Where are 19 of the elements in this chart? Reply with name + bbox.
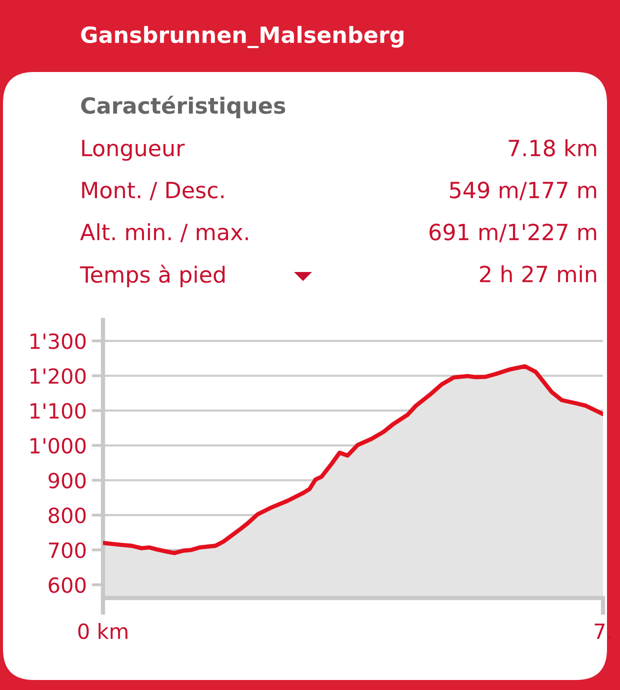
x-tick-label: 0 km	[78, 623, 128, 640]
text: Alt. min. / max.	[80, 223, 248, 242]
text: Longueur	[82, 140, 185, 161]
y-tick-label: 1'200	[30, 368, 86, 384]
y-tick-label: 700	[48, 542, 86, 558]
y-tick-label: 600	[48, 577, 86, 593]
text: 549 m/177 m	[450, 182, 596, 200]
text: Temps à pied	[80, 264, 225, 288]
y-tick-label: 900	[48, 472, 86, 488]
text: 691 m/1'227 m	[430, 224, 596, 242]
chart-subtitle: Caractéristiques	[81, 96, 286, 118]
text: 7.18 km	[508, 139, 596, 156]
y-tick-label: 1'100	[30, 403, 86, 419]
y-tick-label: 1'300	[30, 333, 86, 350]
text: Mont. / Desc.	[82, 182, 224, 200]
y-tick-label: 800	[48, 508, 86, 524]
chart-title: Gansbrunnen_Malsenberg	[81, 26, 404, 48]
y-tick-label: 1'000	[30, 438, 86, 454]
text: 2 h 27 min	[480, 265, 596, 282]
